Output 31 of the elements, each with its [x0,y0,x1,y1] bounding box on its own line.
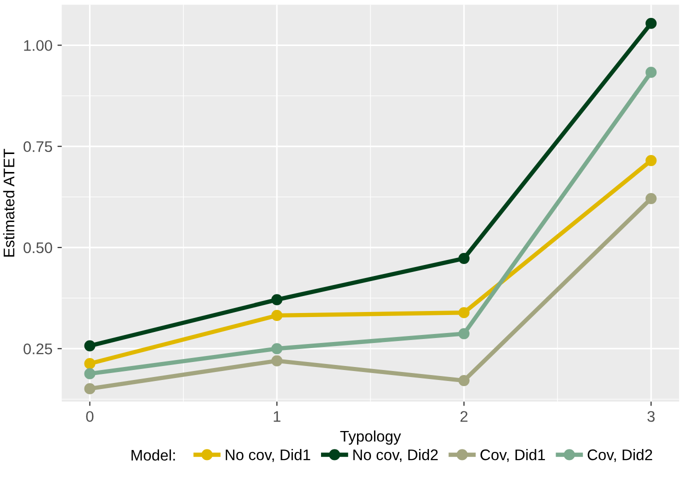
legend-label: Cov, Did2 [588,449,652,462]
legend-label: No cov, Did2 [353,449,438,462]
y-tick-label: 0.50 [24,242,52,254]
legend-title: Model: [132,449,175,461]
point [458,307,470,318]
point [458,252,470,264]
point [646,154,657,166]
point [646,18,657,29]
point [271,294,282,306]
legend-label: Cov, Did1 [480,449,545,462]
point [271,343,282,354]
y-tick-label: 0.25 [24,344,52,354]
x-axis-title: Typology [340,430,401,445]
point [458,328,470,340]
point [84,368,96,380]
x-tick-label: 0 [86,411,94,422]
point [646,192,657,204]
point [646,66,657,78]
y-tick-label: 1.00 [24,40,52,51]
legend-label: No cov, Did1 [226,449,310,462]
x-tick-label: 2 [460,411,468,422]
point [84,358,96,370]
y-tick-label: 0.75 [24,141,52,152]
point [271,355,282,366]
x-tick-label: 1 [274,411,280,422]
point [84,340,96,352]
point [458,375,470,386]
point [271,310,282,322]
y-axis-title: Estimated ATET [3,148,14,257]
point [84,383,96,394]
x-tick-label: 3 [647,411,655,422]
